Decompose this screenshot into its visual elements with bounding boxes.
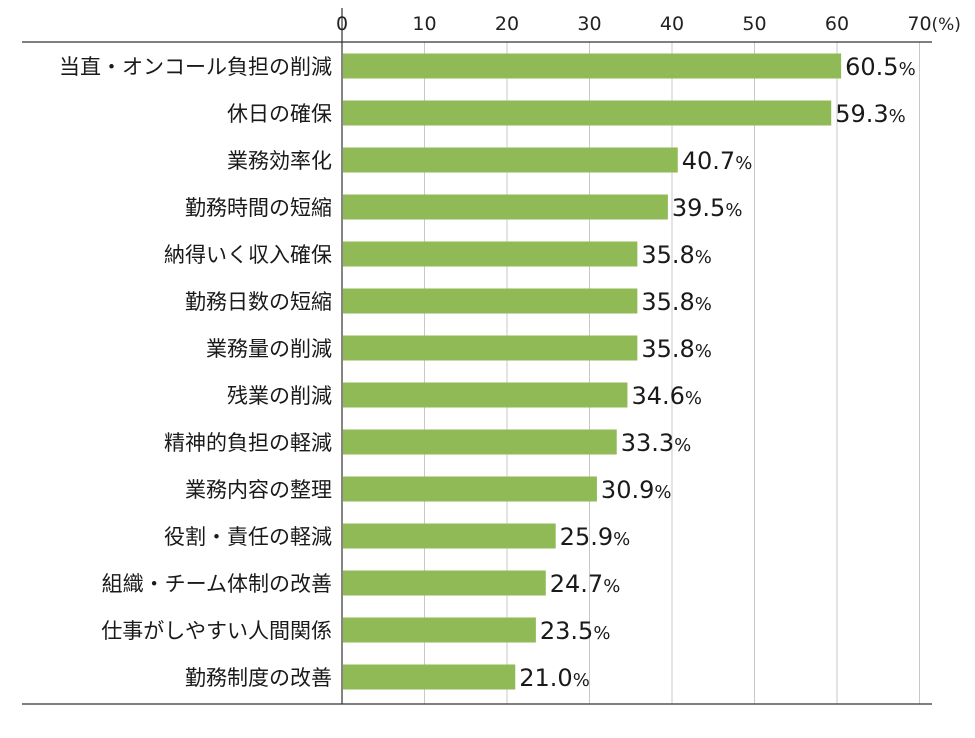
value-suffix: % bbox=[613, 529, 630, 550]
bar-layer bbox=[343, 53, 842, 690]
bar-12 bbox=[343, 570, 546, 596]
value-label-1: 60.5% bbox=[845, 53, 916, 81]
bar-13 bbox=[343, 617, 536, 643]
x-tick-label-30: 30 bbox=[577, 13, 601, 35]
bar-7 bbox=[343, 335, 638, 361]
bar-6 bbox=[343, 288, 638, 314]
value-number: 21.0 bbox=[519, 664, 572, 692]
category-labels: 当直・オンコール負担の削減休日の確保業務効率化勤務時間の短縮納得いく収入確保勤務… bbox=[59, 55, 332, 690]
category-label-7: 業務量の削減 bbox=[206, 337, 332, 361]
bar-5 bbox=[343, 241, 638, 267]
value-label-3: 40.7% bbox=[682, 147, 753, 175]
category-label-4: 勤務時間の短縮 bbox=[185, 196, 332, 220]
value-number: 35.8 bbox=[641, 335, 694, 363]
value-suffix: % bbox=[695, 247, 712, 268]
value-number: 39.5 bbox=[672, 194, 725, 222]
value-suffix: % bbox=[695, 341, 712, 362]
value-label-5: 35.8% bbox=[641, 241, 712, 269]
category-label-1: 当直・オンコール負担の削減 bbox=[59, 55, 332, 79]
x-tick-label-20: 20 bbox=[495, 13, 519, 35]
value-label-7: 35.8% bbox=[641, 335, 712, 363]
x-tick-label-60: 60 bbox=[825, 13, 849, 35]
axis-layer bbox=[22, 8, 932, 705]
category-label-10: 業務内容の整理 bbox=[185, 478, 332, 502]
value-number: 60.5 bbox=[845, 53, 898, 81]
category-label-5: 納得いく収入確保 bbox=[164, 243, 332, 267]
value-label-12: 24.7% bbox=[550, 570, 621, 598]
value-number: 33.3 bbox=[621, 429, 674, 457]
value-suffix: % bbox=[725, 200, 742, 221]
grid-layer bbox=[424, 42, 920, 704]
value-number: 24.7 bbox=[550, 570, 603, 598]
x-tick-labels: 0 10 20 30 40 50 60 70 bbox=[336, 13, 932, 35]
category-label-2: 休日の確保 bbox=[227, 102, 332, 126]
value-number: 40.7 bbox=[682, 147, 735, 175]
value-number: 35.8 bbox=[641, 288, 694, 316]
value-number: 30.9 bbox=[601, 476, 654, 504]
value-suffix: % bbox=[674, 435, 691, 456]
value-label-14: 21.0% bbox=[519, 664, 590, 692]
bar-2 bbox=[343, 100, 832, 126]
value-number: 25.9 bbox=[560, 523, 613, 551]
value-suffix: % bbox=[899, 59, 916, 80]
value-label-8: 34.6% bbox=[631, 382, 702, 410]
value-label-10: 30.9% bbox=[601, 476, 672, 504]
value-suffix: % bbox=[603, 576, 620, 597]
value-number: 35.8 bbox=[641, 241, 694, 269]
bar-4 bbox=[343, 194, 668, 220]
value-suffix: % bbox=[593, 623, 610, 644]
bar-9 bbox=[343, 429, 617, 455]
value-suffix: % bbox=[685, 388, 702, 409]
x-axis-unit-label: (%) bbox=[932, 15, 961, 35]
bar-8 bbox=[343, 382, 628, 408]
value-number: 23.5 bbox=[540, 617, 593, 645]
x-tick-label-70: 70 bbox=[907, 13, 931, 35]
value-label-6: 35.8% bbox=[641, 288, 712, 316]
value-label-13: 23.5% bbox=[540, 617, 611, 645]
value-label-9: 33.3% bbox=[621, 429, 692, 457]
value-label-11: 25.9% bbox=[560, 523, 631, 551]
value-label-2: 59.3% bbox=[835, 100, 906, 128]
value-suffix: % bbox=[695, 294, 712, 315]
value-suffix: % bbox=[573, 670, 590, 691]
value-number: 59.3 bbox=[835, 100, 888, 128]
bar-10 bbox=[343, 476, 597, 502]
value-suffix: % bbox=[735, 153, 752, 174]
value-number: 34.6 bbox=[631, 382, 684, 410]
category-label-12: 組織・チーム体制の改善 bbox=[102, 572, 332, 596]
bar-1 bbox=[343, 53, 842, 79]
value-labels: 60.5%59.3%40.7%39.5%35.8%35.8%35.8%34.6%… bbox=[519, 53, 915, 692]
category-label-3: 業務効率化 bbox=[227, 149, 332, 173]
bar-14 bbox=[343, 664, 516, 690]
value-suffix: % bbox=[889, 106, 906, 127]
bar-11 bbox=[343, 523, 556, 549]
category-label-8: 残業の削減 bbox=[227, 384, 332, 408]
category-label-9: 精神的負担の軽減 bbox=[164, 431, 332, 455]
value-suffix: % bbox=[654, 482, 671, 503]
value-label-4: 39.5% bbox=[672, 194, 743, 222]
category-label-14: 勤務制度の改善 bbox=[185, 666, 332, 690]
x-tick-label-0: 0 bbox=[336, 13, 348, 35]
category-label-6: 勤務日数の短縮 bbox=[185, 290, 332, 314]
category-label-13: 仕事がしやすい人間関係 bbox=[101, 619, 332, 643]
x-tick-label-10: 10 bbox=[412, 13, 436, 35]
x-tick-label-40: 40 bbox=[660, 13, 684, 35]
x-tick-label-50: 50 bbox=[742, 13, 766, 35]
category-label-11: 役割・責任の軽減 bbox=[164, 525, 332, 549]
bar-3 bbox=[343, 147, 678, 173]
